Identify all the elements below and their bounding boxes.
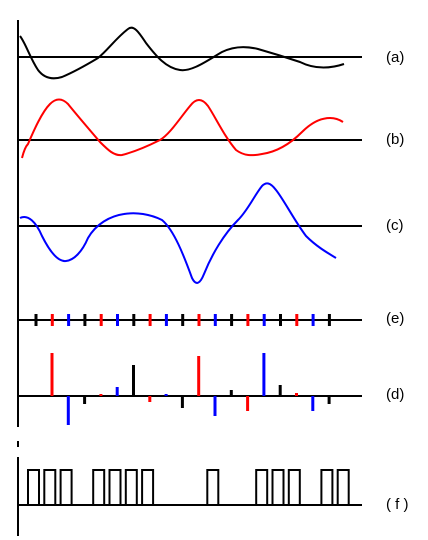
- pulse-train-f: [27, 469, 350, 505]
- waveform-b: [21, 98, 344, 159]
- waveform-a: [19, 26, 345, 80]
- waveform-c: [19, 182, 337, 284]
